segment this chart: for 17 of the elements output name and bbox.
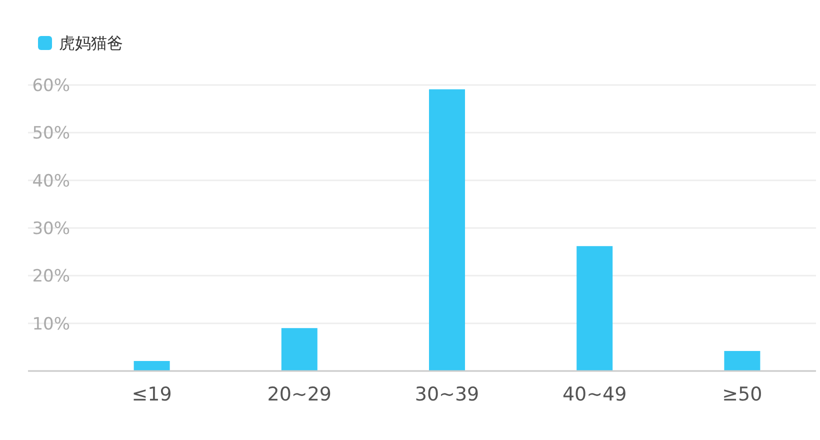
y-tick-label: 10% — [32, 314, 70, 334]
y-tick-label: 30% — [32, 218, 70, 239]
legend-label: 虎妈猫爸 — [59, 34, 123, 53]
y-tick-label: 20% — [32, 266, 70, 287]
x-tick-label: 30~39 — [414, 384, 480, 406]
bar — [134, 360, 170, 371]
bar — [576, 246, 613, 371]
bar — [429, 89, 465, 371]
bar — [724, 350, 760, 371]
y-tick-label: 40% — [32, 171, 70, 192]
y-tick-label: 50% — [32, 124, 70, 144]
bar — [281, 328, 318, 371]
x-tick-label: 40~49 — [562, 384, 627, 406]
x-tick-label: ≤19 — [132, 384, 172, 406]
x-tick-label: ≥50 — [722, 384, 762, 406]
x-tick-label: 20~29 — [267, 384, 332, 406]
y-tick-label: 60% — [32, 76, 70, 96]
